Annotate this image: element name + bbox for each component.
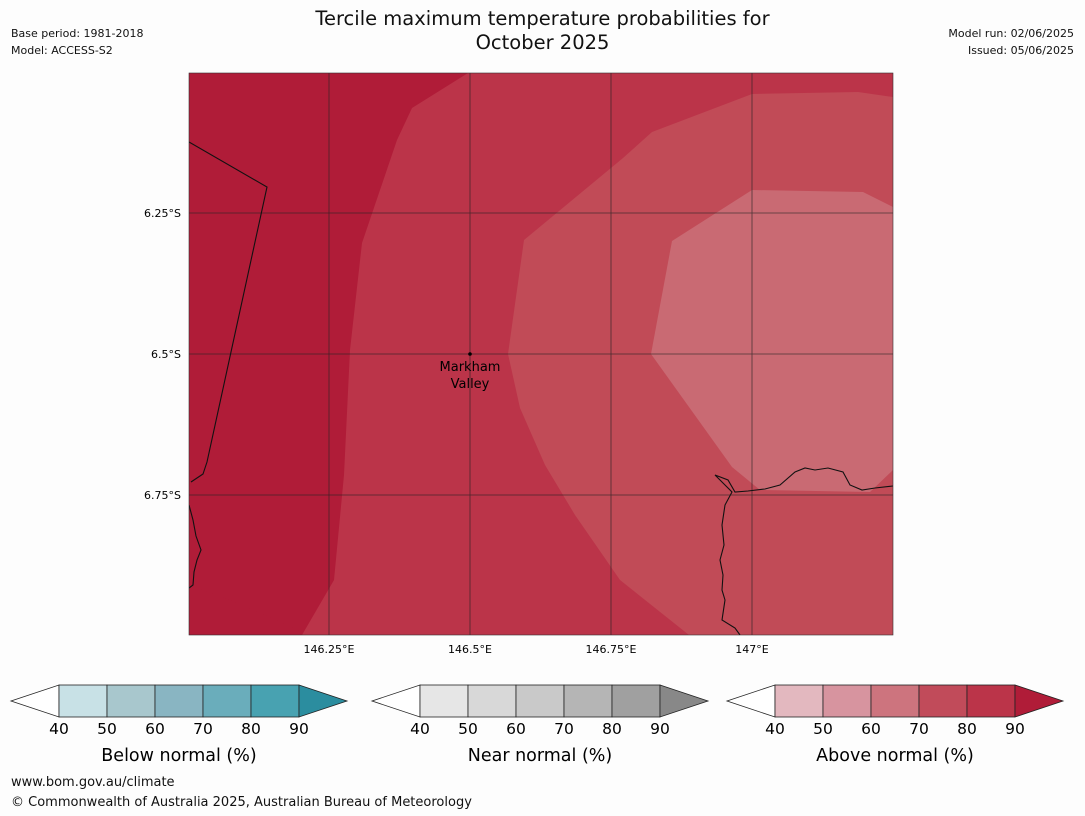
issued-text: Issued: 05/06/2025 xyxy=(967,44,1074,57)
colorbar-tick-label: 60 xyxy=(861,720,881,738)
lon-tick-label: 146.75°E xyxy=(586,643,637,656)
map: Markham Valley 6.25°S 6.5°S 6.75°S 146.2… xyxy=(144,72,894,656)
colorbar-legends: 40 50 60 70 80 90 Below normal (%) 40 50 60 70 80 90… xyxy=(9,684,1065,766)
chart-title: Tercile maximum temperature probabilitie… xyxy=(0,7,1085,55)
colorbar-tick-label: 60 xyxy=(145,720,165,738)
colorbar-max-extend xyxy=(1014,684,1065,718)
colorbar-title: Near normal (%) xyxy=(468,746,613,766)
colorbar-tick-label: 70 xyxy=(193,720,213,738)
colorbar-tick-label: 80 xyxy=(602,720,622,738)
colorbar-min-extend xyxy=(725,684,776,718)
colorbar-tick-label: 80 xyxy=(241,720,261,738)
colorbar-tick-label: 40 xyxy=(49,720,69,738)
colorbar-segment xyxy=(918,684,968,718)
colorbar-segment xyxy=(611,684,661,718)
fill-lightest xyxy=(651,190,893,492)
fill-dark-southwest xyxy=(189,585,302,635)
copyright-text: © Commonwealth of Australia 2025, Austra… xyxy=(11,795,472,810)
title-line-2: October 2025 xyxy=(475,31,610,54)
colorbar-segment xyxy=(202,684,252,718)
colorbar-tick-label: 70 xyxy=(909,720,929,738)
model-run-text: Model run: 02/06/2025 xyxy=(948,27,1074,40)
colorbar-2: 40 50 60 70 80 90 Above normal (%) xyxy=(725,684,1065,766)
colorbar-segment xyxy=(419,684,469,718)
colorbar-segment xyxy=(563,684,613,718)
colorbar-min-extend xyxy=(9,684,60,718)
title-line-1: Tercile maximum temperature probabilitie… xyxy=(315,7,770,30)
colorbar-tick-label: 40 xyxy=(765,720,785,738)
place-label-line-2: Valley xyxy=(451,377,490,392)
colorbar-tick-label: 80 xyxy=(957,720,977,738)
colorbar-segment xyxy=(966,684,1016,718)
colorbar-max-extend xyxy=(659,684,710,718)
colorbar-tick-label: 60 xyxy=(506,720,526,738)
lon-tick-label: 146.25°E xyxy=(304,643,355,656)
colorbar-tick-label: 50 xyxy=(97,720,117,738)
lat-tick-label: 6.75°S xyxy=(144,489,181,502)
lat-tick-label: 6.25°S xyxy=(144,207,181,220)
province-boundary xyxy=(189,141,268,483)
colorbar-title: Below normal (%) xyxy=(101,746,256,766)
colorbar-title: Above normal (%) xyxy=(816,746,974,766)
colorbar-segment xyxy=(515,684,565,718)
colorbar-tick-label: 40 xyxy=(410,720,430,738)
colorbar-segment xyxy=(870,684,920,718)
colorbar-segment xyxy=(467,684,517,718)
colorbar-tick-label: 50 xyxy=(458,720,478,738)
meta-left: Base period: 1981-2018 Model: ACCESS-S2 xyxy=(11,25,143,59)
colorbar-segment xyxy=(822,684,872,718)
west-coastline xyxy=(189,504,202,589)
meta-right: Model run: 02/06/2025 Issued: 05/06/2025 xyxy=(948,25,1074,59)
colorbar-segment xyxy=(250,684,300,718)
colorbar-1: 40 50 60 70 80 90 Near normal (%) xyxy=(370,684,710,766)
colorbar-tick-label: 90 xyxy=(650,720,670,738)
colorbar-segment xyxy=(106,684,156,718)
lat-tick-label: 6.5°S xyxy=(151,348,181,361)
lon-tick-label: 147°E xyxy=(735,643,768,656)
colorbar-segment xyxy=(774,684,824,718)
colorbar-tick-label: 90 xyxy=(1005,720,1025,738)
boundaries xyxy=(189,141,893,635)
lon-tick-label: 146.5°E xyxy=(448,643,492,656)
colorbar-segment xyxy=(154,684,204,718)
colorbar-tick-label: 70 xyxy=(554,720,574,738)
map-frame xyxy=(188,72,894,636)
colorbar-segment xyxy=(58,684,108,718)
place-marker xyxy=(468,352,472,356)
colorbar-tick-label: 50 xyxy=(813,720,833,738)
colorbar-tick-label: 90 xyxy=(289,720,309,738)
website-text: www.bom.gov.au/climate xyxy=(11,775,175,790)
model-text: Model: ACCESS-S2 xyxy=(11,44,113,57)
base-period-text: Base period: 1981-2018 xyxy=(11,27,144,40)
place-label-line-1: Markham xyxy=(440,360,501,375)
gulf-coastline xyxy=(714,467,893,635)
colorbar-max-extend xyxy=(298,684,349,718)
colorbar-0: 40 50 60 70 80 90 Below normal (%) xyxy=(9,684,349,766)
colorbar-min-extend xyxy=(370,684,421,718)
